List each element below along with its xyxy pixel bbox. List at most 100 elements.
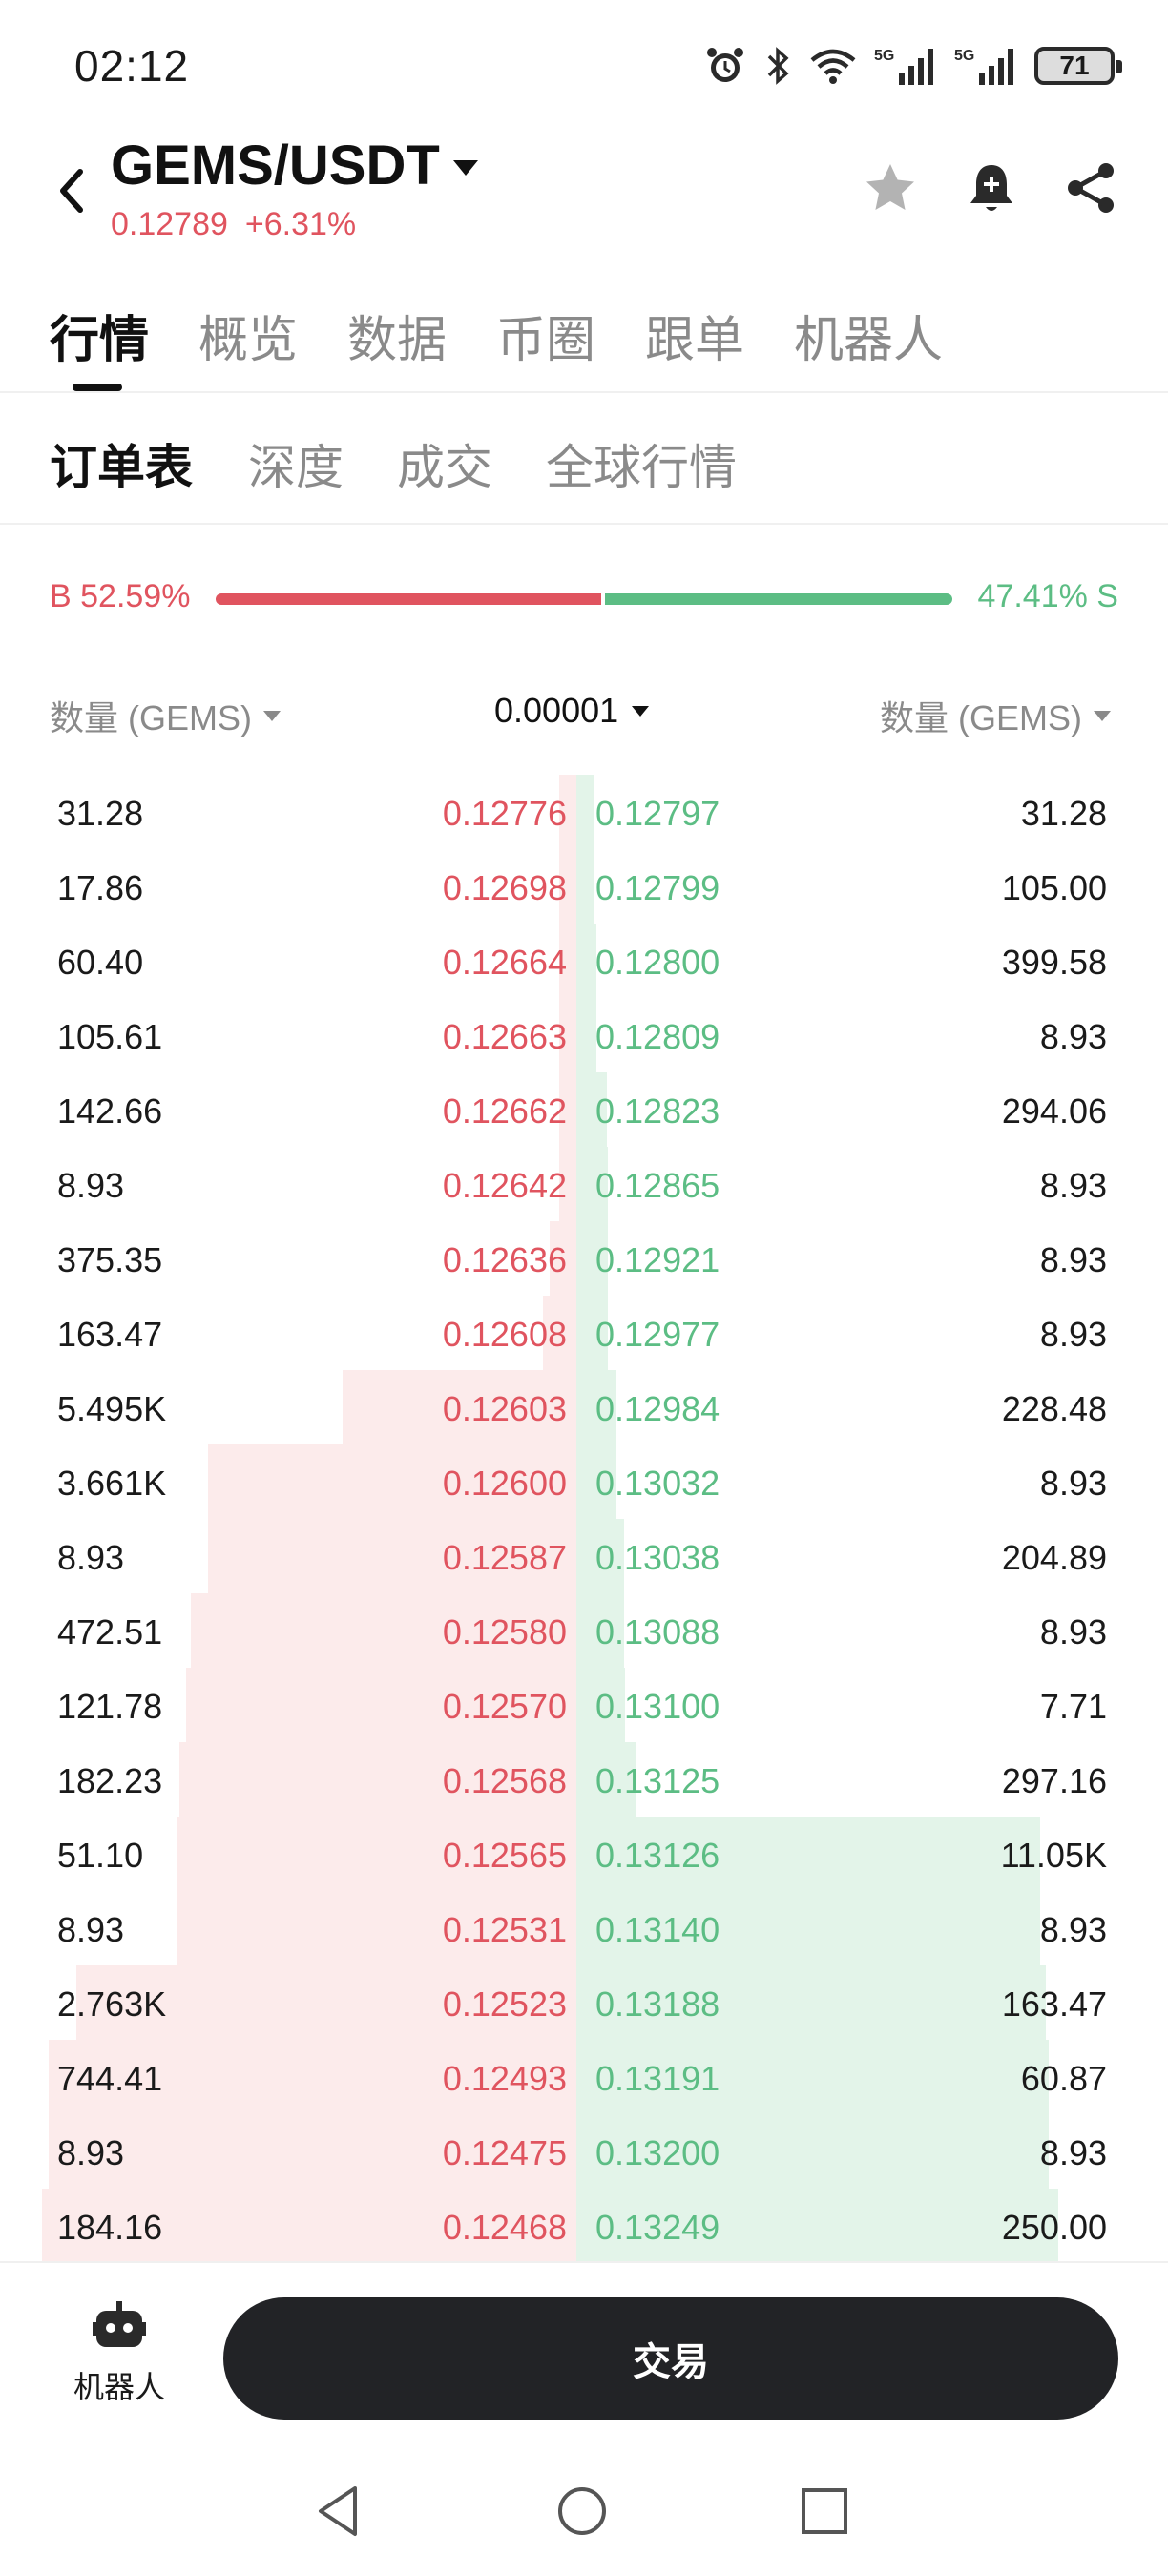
order-book-row[interactable]: 182.23 0.12568 0.13125 297.16 bbox=[0, 1742, 1168, 1817]
favorite-button[interactable] bbox=[857, 155, 924, 221]
price-change: +6.31% bbox=[244, 206, 357, 242]
ask-price: 0.13200 bbox=[595, 2133, 720, 2172]
bid-quantity: 744.41 bbox=[57, 2059, 163, 2098]
bid-quantity: 121.78 bbox=[57, 1687, 163, 1726]
ask-price: 0.12984 bbox=[595, 1389, 720, 1428]
order-book-row[interactable]: 142.66 0.12662 0.12823 294.06 bbox=[0, 1072, 1168, 1147]
bots-button[interactable]: 机器人 bbox=[57, 2301, 181, 2407]
ask-price: 0.12809 bbox=[595, 1017, 720, 1056]
bid-price: 0.12468 bbox=[442, 2208, 567, 2247]
bid-quantity: 8.93 bbox=[57, 2133, 125, 2172]
bid-quantity-header[interactable]: 数量 (GEMS) bbox=[50, 691, 281, 740]
tab-trades[interactable]: 成交 bbox=[397, 441, 492, 494]
tab-market[interactable]: 行情 bbox=[50, 313, 150, 368]
ask-quantity: 31.28 bbox=[1020, 794, 1107, 833]
order-book-row[interactable]: 105.61 0.12663 0.12809 8.93 bbox=[0, 998, 1168, 1072]
ask-price: 0.12797 bbox=[595, 794, 720, 833]
ask-depth-bar bbox=[576, 1296, 608, 1370]
share-button[interactable] bbox=[1057, 155, 1124, 221]
price-alert-button[interactable] bbox=[958, 155, 1025, 221]
bid-depth-bar bbox=[343, 1370, 576, 1444]
bid-price: 0.12531 bbox=[442, 1910, 567, 1949]
ask-depth-bar bbox=[576, 924, 596, 998]
order-book-row[interactable]: 163.47 0.12608 0.12977 8.93 bbox=[0, 1296, 1168, 1370]
ask-depth-bar bbox=[576, 1891, 1040, 1965]
ask-depth-bar bbox=[576, 1593, 624, 1668]
tab-data[interactable]: 数据 bbox=[347, 313, 448, 368]
order-book-row[interactable]: 31.28 0.12776 0.12797 31.28 bbox=[0, 775, 1168, 849]
order-book-row[interactable]: 8.93 0.12531 0.13140 8.93 bbox=[0, 1891, 1168, 1965]
sub-tabs: 订单表 深度 成交 全球行情 bbox=[0, 395, 1168, 525]
order-book-row[interactable]: 375.35 0.12636 0.12921 8.93 bbox=[0, 1221, 1168, 1296]
main-tabs: 行情 概览 数据 币圈 跟单 机器人 bbox=[0, 286, 1168, 393]
ask-depth-bar bbox=[576, 1965, 1046, 2040]
order-book-row[interactable]: 8.93 0.12475 0.13200 8.93 bbox=[0, 2114, 1168, 2189]
tab-copy-trade[interactable]: 跟单 bbox=[645, 313, 745, 368]
bid-depth-bar bbox=[208, 1519, 576, 1593]
ask-price: 0.13088 bbox=[595, 1612, 720, 1652]
share-icon bbox=[1068, 163, 1114, 213]
order-book-row[interactable]: 184.16 0.12468 0.13249 250.00 bbox=[0, 2189, 1168, 2261]
bid-depth-bar bbox=[559, 1072, 576, 1147]
ask-price: 0.13191 bbox=[595, 2059, 720, 2098]
battery-icon: 71 bbox=[1034, 47, 1122, 85]
bid-price: 0.12664 bbox=[442, 943, 567, 982]
tab-global-market[interactable]: 全球行情 bbox=[546, 441, 737, 494]
tab-bots[interactable]: 机器人 bbox=[794, 313, 944, 368]
bid-depth-bar bbox=[49, 2114, 576, 2189]
bid-quantity: 163.47 bbox=[57, 1315, 163, 1354]
bid-depth-bar bbox=[208, 1444, 576, 1519]
bid-quantity: 2.763K bbox=[57, 1984, 167, 2024]
ask-quantity: 204.89 bbox=[1001, 1538, 1107, 1577]
bid-price: 0.12636 bbox=[442, 1240, 567, 1279]
system-nav-bar bbox=[0, 2442, 1168, 2576]
ask-price: 0.12823 bbox=[595, 1091, 720, 1131]
order-book-row[interactable]: 472.51 0.12580 0.13088 8.93 bbox=[0, 1593, 1168, 1668]
bid-depth-bar bbox=[186, 1668, 576, 1742]
order-book-row[interactable]: 121.78 0.12570 0.13100 7.71 bbox=[0, 1668, 1168, 1742]
nav-home-icon[interactable] bbox=[552, 2481, 613, 2542]
chevron-down-icon bbox=[263, 710, 281, 721]
bid-price: 0.12580 bbox=[442, 1612, 567, 1652]
ask-depth-bar bbox=[576, 1221, 608, 1296]
ask-quantity: 8.93 bbox=[1039, 2133, 1107, 2172]
bid-quantity: 105.61 bbox=[57, 1017, 163, 1056]
ask-quantity: 163.47 bbox=[1001, 1984, 1107, 2024]
bid-quantity-label: 数量 (GEMS) bbox=[50, 698, 252, 737]
bid-price: 0.12663 bbox=[442, 1017, 567, 1056]
order-book-row[interactable]: 5.495K 0.12603 0.12984 228.48 bbox=[0, 1370, 1168, 1444]
order-book-row[interactable]: 3.661K 0.12600 0.13032 8.93 bbox=[0, 1444, 1168, 1519]
ask-depth-bar bbox=[576, 2040, 1049, 2114]
order-book-row[interactable]: 60.40 0.12664 0.12800 399.58 bbox=[0, 924, 1168, 998]
tab-depth[interactable]: 深度 bbox=[248, 441, 344, 494]
header: GEMS/USDT 0.12789 +6.31% bbox=[0, 134, 1168, 267]
ask-depth-bar bbox=[576, 849, 594, 924]
tab-overview[interactable]: 概览 bbox=[198, 313, 299, 368]
nav-recents-icon[interactable] bbox=[794, 2481, 855, 2542]
ask-price: 0.12800 bbox=[595, 943, 720, 982]
order-book-row[interactable]: 8.93 0.12642 0.12865 8.93 bbox=[0, 1147, 1168, 1221]
bid-price: 0.12600 bbox=[442, 1464, 567, 1503]
tab-community[interactable]: 币圈 bbox=[496, 313, 596, 368]
bid-price: 0.12493 bbox=[442, 2059, 567, 2098]
bid-depth-bar bbox=[559, 775, 576, 849]
pair-selector[interactable]: GEMS/USDT bbox=[111, 134, 478, 197]
order-book-row[interactable]: 17.86 0.12698 0.12799 105.00 bbox=[0, 849, 1168, 924]
nav-back-icon[interactable] bbox=[309, 2481, 370, 2542]
trade-button[interactable]: 交易 bbox=[223, 2297, 1118, 2420]
order-book-row[interactable]: 744.41 0.12493 0.13191 60.87 bbox=[0, 2040, 1168, 2114]
bid-depth-bar bbox=[543, 1296, 576, 1370]
ask-quantity-header[interactable]: 数量 (GEMS) bbox=[880, 691, 1111, 740]
bid-depth-bar bbox=[49, 2040, 576, 2114]
precision-selector[interactable]: 0.00001 bbox=[494, 691, 650, 731]
order-book-row[interactable]: 8.93 0.12587 0.13038 204.89 bbox=[0, 1519, 1168, 1593]
bid-quantity: 3.661K bbox=[57, 1464, 167, 1503]
precision-label: 0.00001 bbox=[494, 691, 619, 730]
alarm-icon bbox=[707, 48, 743, 82]
back-arrow-icon[interactable] bbox=[48, 162, 95, 219]
bid-price: 0.12475 bbox=[442, 2133, 567, 2172]
order-book-row[interactable]: 51.10 0.12565 0.13126 11.05K bbox=[0, 1817, 1168, 1891]
tab-order-book[interactable]: 订单表 bbox=[50, 441, 193, 494]
order-book-row[interactable]: 2.763K 0.12523 0.13188 163.47 bbox=[0, 1965, 1168, 2040]
ask-depth-bar bbox=[576, 1444, 616, 1519]
